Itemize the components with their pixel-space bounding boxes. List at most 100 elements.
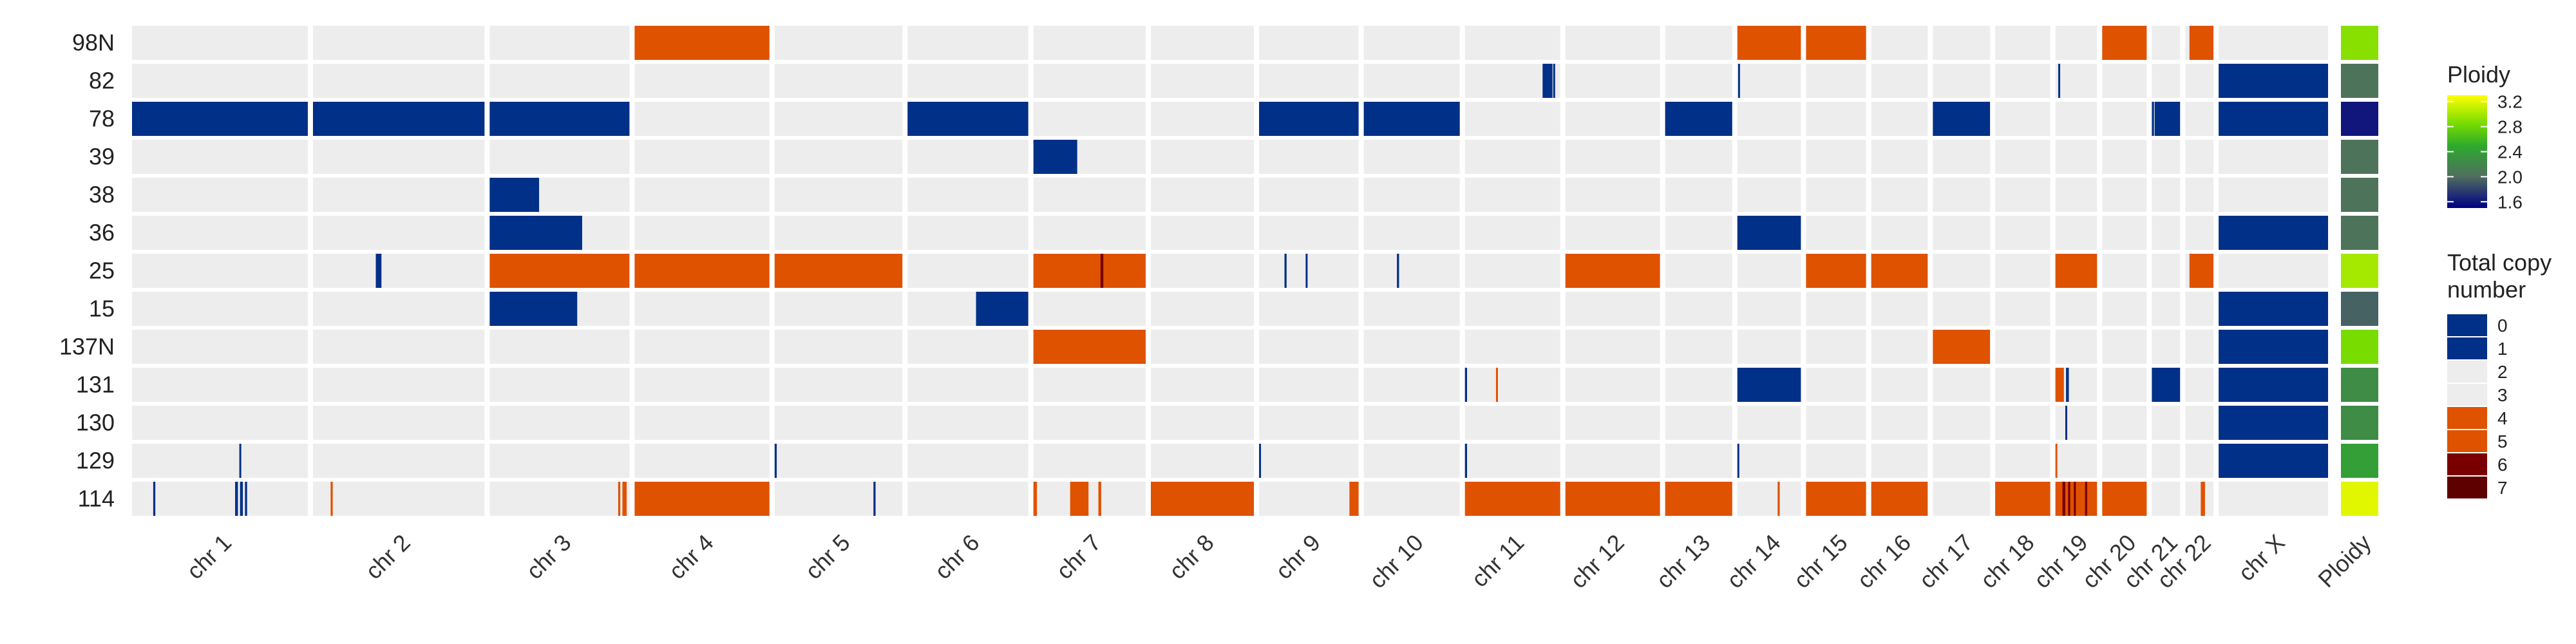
- cell-114-chr-10: [1363, 482, 1460, 516]
- chromosome-label-chr-13: chr 13: [1651, 529, 1716, 594]
- cell-131-chr-1: [132, 368, 308, 402]
- chromosome-label-chr-19: chr 19: [2029, 529, 2093, 594]
- segment-114-chr-15: [1806, 482, 1866, 516]
- segment-114-chr-9: [1349, 482, 1359, 516]
- segment-25-chr-12: [1565, 254, 1660, 288]
- cell-82-chr-17: [1933, 64, 1991, 98]
- sample-label-78: 78: [89, 106, 115, 132]
- cell-137n-chr-16: [1871, 330, 1928, 364]
- segment-15-chr-x: [2219, 292, 2328, 326]
- cell-129-chr-19: [2055, 444, 2098, 478]
- cell-15-chr-2: [312, 292, 485, 326]
- cell-39-chr-21: [2152, 140, 2181, 174]
- cell-38-chr-11: [1464, 178, 1560, 212]
- segment-25-chr-7: [1033, 254, 1146, 288]
- segment-78-chr-10: [1363, 102, 1460, 136]
- cell-15-chr-10: [1363, 292, 1460, 326]
- segment-25-chr-15: [1806, 254, 1866, 288]
- copy-number-key-label-3: 3: [2497, 385, 2508, 405]
- copy-number-key-5: [2447, 430, 2487, 452]
- cell-82-chr-19: [2055, 64, 2098, 98]
- cell-137n-chr-1: [132, 330, 308, 364]
- cell-130-chr-18: [1995, 406, 2050, 440]
- ploidy-cell-78: [2341, 102, 2378, 136]
- cell-15-chr-4: [634, 292, 770, 326]
- cell-131-chr-9: [1259, 368, 1359, 402]
- segment-82-chr-11: [1553, 64, 1555, 98]
- segment-98n-chr-15: [1806, 26, 1866, 60]
- copy-number-key-label-7: 7: [2497, 478, 2508, 498]
- cell-114-chr-9: [1259, 482, 1359, 516]
- cell-15-chr-16: [1871, 292, 1928, 326]
- segment-114-chr-2: [330, 482, 333, 516]
- cell-25-chr-8: [1151, 254, 1255, 288]
- cell-38-chr-5: [774, 178, 903, 212]
- chromosome-label-chr-1: chr 1: [182, 529, 237, 585]
- copy-number-key-label-2: 2: [2497, 362, 2508, 382]
- ploidy-legend-title: Ploidy: [2447, 61, 2510, 88]
- cell-129-chr-12: [1565, 444, 1660, 478]
- cell-78-chr-7: [1033, 102, 1146, 136]
- segment-78-chr-6: [907, 102, 1028, 136]
- sample-label-39: 39: [89, 144, 115, 170]
- chromosome-label-chr-8: chr 8: [1164, 529, 1219, 585]
- chromosome-label-chr-12: chr 12: [1565, 529, 1629, 594]
- copy-number-legend-title-1: Total copy: [2447, 249, 2552, 276]
- cell-114-chr-1: [132, 482, 308, 516]
- cell-78-chr-22: [2185, 102, 2214, 136]
- cell-15-chr-22: [2185, 292, 2214, 326]
- cell-15-chr-8: [1151, 292, 1255, 326]
- cell-38-chr-x: [2219, 178, 2328, 212]
- cell-15-chr-5: [774, 292, 903, 326]
- segment-39-chr-7: [1033, 140, 1077, 174]
- segment-114-chr-5: [873, 482, 876, 516]
- ploidy-cell-39: [2341, 140, 2378, 174]
- cell-78-chr-14: [1737, 102, 1801, 136]
- cell-131-chr-2: [312, 368, 485, 402]
- sample-label-137n: 137N: [59, 334, 115, 360]
- heatmap-cells: [132, 26, 2328, 516]
- ploidy-cell-131: [2341, 368, 2378, 402]
- cell-129-chr-20: [2102, 444, 2147, 478]
- cell-137n-chr-2: [312, 330, 485, 364]
- cell-131-chr-18: [1995, 368, 2050, 402]
- segment-36-chr-3: [489, 216, 582, 250]
- ploidy-tick-2-8: 2.8: [2497, 117, 2523, 137]
- cell-15-chr-21: [2152, 292, 2181, 326]
- cell-39-chr-x: [2219, 140, 2328, 174]
- cell-82-chr-12: [1565, 64, 1660, 98]
- cell-114-chr-22: [2185, 482, 2214, 516]
- cell-25-chr-1: [132, 254, 308, 288]
- cell-129-chr-7: [1033, 444, 1146, 478]
- cell-131-chr-8: [1151, 368, 1255, 402]
- cell-39-chr-5: [774, 140, 903, 174]
- ploidy-tick-2-4: 2.4: [2497, 142, 2523, 162]
- cell-15-chr-15: [1806, 292, 1866, 326]
- ploidy-column: Ploidy: [2313, 26, 2378, 592]
- cell-15-chr-11: [1464, 292, 1560, 326]
- cell-39-chr-13: [1665, 140, 1732, 174]
- cell-78-chr-18: [1995, 102, 2050, 136]
- ploidy-cell-82: [2341, 64, 2378, 98]
- cell-137n-chr-21: [2152, 330, 2181, 364]
- cell-130-chr-2: [312, 406, 485, 440]
- cell-36-chr-13: [1665, 216, 1732, 250]
- segment-114-chr-1: [153, 482, 156, 516]
- cell-82-chr-10: [1363, 64, 1460, 98]
- cell-82-chr-2: [312, 64, 485, 98]
- cell-36-chr-7: [1033, 216, 1146, 250]
- cell-114-chr-7: [1033, 482, 1146, 516]
- cell-137n-chr-3: [489, 330, 630, 364]
- cell-15-chr-20: [2102, 292, 2147, 326]
- sample-label-98n: 98N: [72, 30, 115, 56]
- segment-129-chr-9: [1259, 444, 1262, 478]
- cell-82-chr-22: [2185, 64, 2214, 98]
- cell-130-chr-11: [1464, 406, 1560, 440]
- cell-130-chr-9: [1259, 406, 1359, 440]
- cell-38-chr-19: [2055, 178, 2098, 212]
- cell-129-chr-3: [489, 444, 630, 478]
- cell-130-chr-12: [1565, 406, 1660, 440]
- sample-labels: 98N 82 78 39 38 36 25 15 137N 131 130 129 114: [59, 30, 115, 512]
- cell-38-chr-16: [1871, 178, 1928, 212]
- cell-38-chr-20: [2102, 178, 2147, 212]
